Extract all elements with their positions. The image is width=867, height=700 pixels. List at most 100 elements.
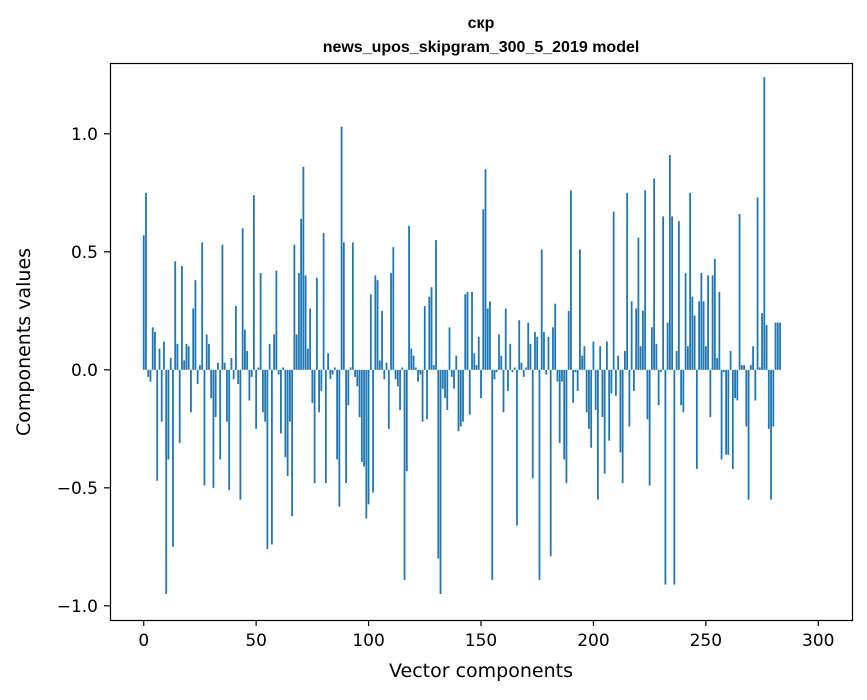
bar [675, 350, 678, 370]
bar [635, 308, 638, 370]
bar [484, 169, 487, 370]
bar [700, 273, 703, 370]
bar [740, 365, 743, 370]
bar [295, 334, 298, 370]
bar [385, 362, 388, 370]
bar [752, 346, 754, 370]
bar [345, 369, 347, 484]
bar [313, 369, 316, 484]
bar [376, 280, 379, 370]
bar [183, 360, 186, 370]
y-axis-ticks: −1.0 −0.5 0.0 0.5 1.0 [57, 125, 110, 617]
bar [736, 369, 739, 401]
bar [354, 369, 356, 377]
bar [277, 369, 280, 375]
bar [603, 369, 606, 474]
bar [270, 369, 273, 545]
bar [414, 367, 417, 370]
bar [702, 301, 705, 370]
bar [426, 369, 428, 420]
bar [142, 235, 145, 370]
bar [772, 369, 775, 427]
bar [356, 369, 359, 387]
bar [412, 355, 415, 370]
chart-title-line-2: news_upos_skipgram_300_5_2019 model [323, 39, 640, 56]
bar [282, 367, 285, 370]
x-tick-label: 0 [138, 631, 149, 651]
bar [365, 369, 368, 519]
bar [477, 336, 480, 370]
bar [511, 369, 514, 373]
bar [610, 369, 613, 394]
bar [662, 216, 665, 370]
bar [439, 369, 442, 595]
bar [628, 369, 631, 427]
bar [248, 369, 251, 401]
bar [147, 369, 150, 377]
y-axis-label: Components values [13, 248, 35, 436]
bar [597, 369, 599, 500]
bar [725, 369, 727, 455]
chart-title-line-1: скр [468, 15, 495, 32]
bar [592, 341, 595, 370]
bar [435, 240, 437, 370]
bar [450, 369, 453, 377]
bar [756, 197, 759, 370]
bar [561, 369, 563, 382]
bar [554, 303, 557, 370]
bar [698, 301, 700, 370]
bar [527, 322, 530, 370]
bar [529, 343, 532, 370]
bar [543, 332, 545, 370]
bar [284, 369, 287, 458]
bar [149, 369, 152, 382]
bar [372, 369, 374, 493]
bar [563, 369, 566, 460]
bar [210, 369, 213, 399]
bar [428, 296, 431, 370]
bar [709, 369, 712, 418]
bar [489, 301, 491, 370]
bar [190, 369, 192, 413]
bar [666, 322, 669, 370]
bar [466, 291, 469, 370]
bar [680, 369, 683, 406]
bar [644, 190, 647, 370]
bar [291, 369, 294, 517]
bar [599, 346, 602, 370]
bar [237, 369, 240, 384]
bar [455, 355, 458, 370]
bar [464, 294, 467, 370]
bar [394, 369, 397, 380]
bar [185, 343, 188, 370]
bar [630, 301, 633, 370]
bar [163, 341, 165, 370]
bar [502, 369, 505, 413]
bar [583, 346, 586, 370]
bar [738, 214, 741, 370]
bar [776, 322, 779, 370]
bar [558, 369, 561, 443]
bar [347, 369, 350, 406]
bar [471, 291, 473, 370]
y-tick-label: 0.5 [71, 243, 98, 263]
bar [641, 310, 644, 370]
bar [266, 369, 269, 550]
bar [253, 195, 255, 370]
bar [534, 332, 536, 370]
bar [493, 369, 496, 380]
x-tick-label: 150 [465, 631, 497, 651]
bar [244, 329, 246, 370]
bar [306, 348, 309, 370]
bar [482, 209, 485, 370]
bar [239, 369, 242, 500]
bar [572, 369, 575, 403]
bar [745, 369, 748, 427]
bar [624, 350, 626, 370]
bar [264, 369, 267, 422]
bar [165, 369, 168, 595]
bar [172, 369, 174, 547]
bar [297, 273, 300, 370]
bar [684, 273, 687, 370]
